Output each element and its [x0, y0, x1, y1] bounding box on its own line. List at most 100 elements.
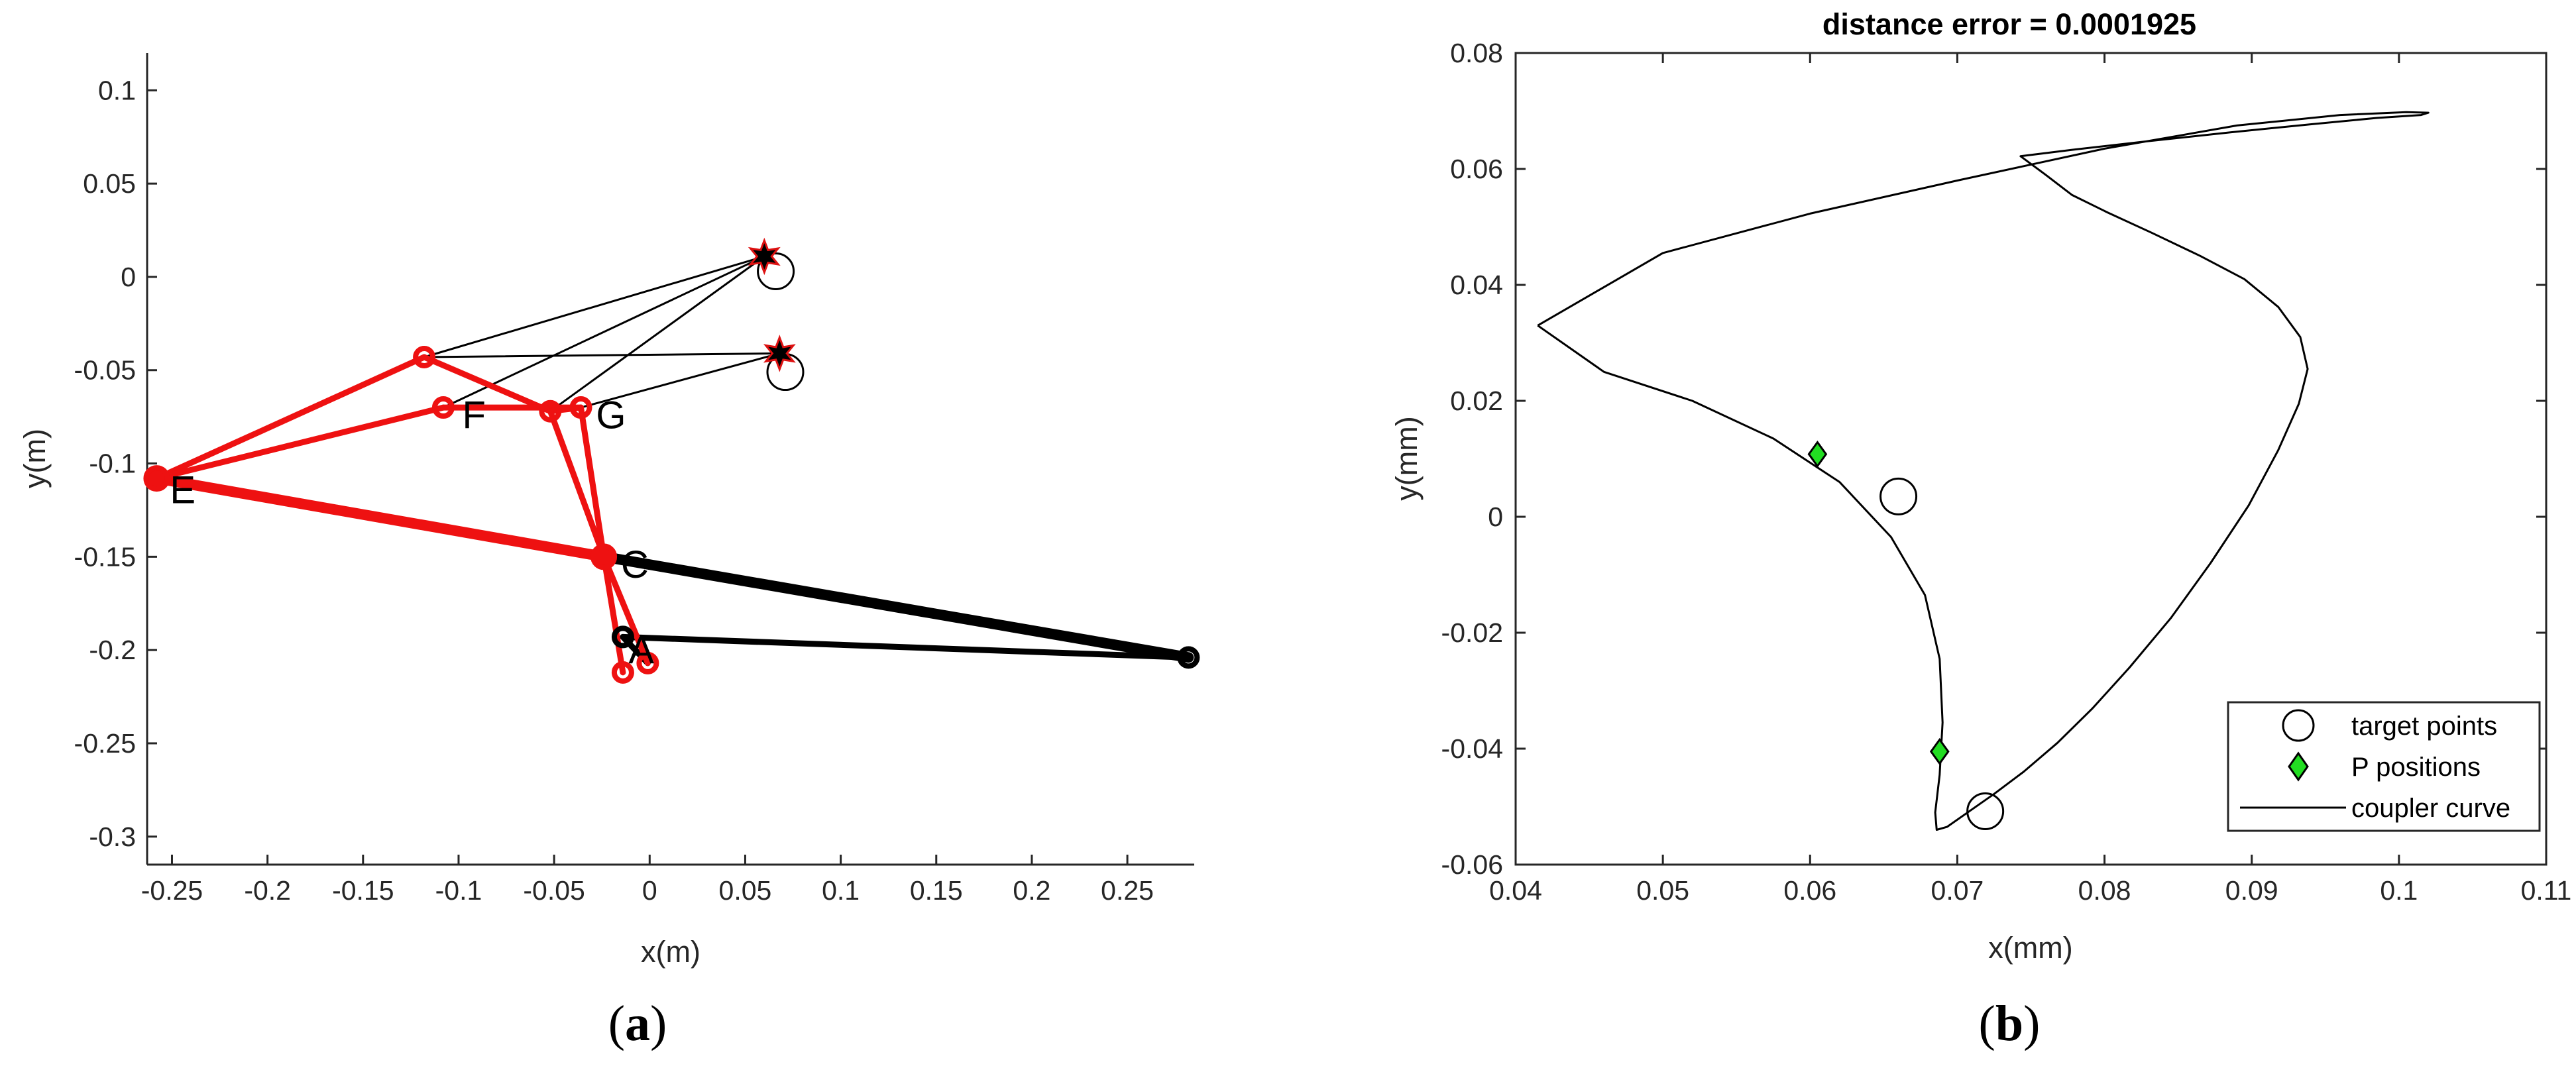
panel-a-x-tick-label-4: -0.05	[523, 875, 585, 906]
panel-b-p-position-1	[1929, 737, 1950, 765]
panel-a-link-17	[600, 553, 651, 666]
panel-a-joint-4	[569, 396, 592, 419]
panel-a-star-marker-0	[748, 237, 781, 276]
panel-b-y-tick-label-5: -0.02	[1441, 617, 1503, 648]
panel-a-x-ticks: -0.25 -0.2 -0.15 -0.1 -0.05 0 0.05 0.1 0.15 0.2 0.…	[141, 855, 1154, 906]
panel-a-link-8	[151, 473, 610, 562]
panel-a-link-16	[600, 553, 626, 676]
panel-a-x-tick-label-2: -0.15	[332, 875, 394, 906]
panel-a-marker-group	[143, 237, 1200, 684]
panel-b-series-group	[1537, 111, 2430, 831]
panel-a-link-5	[598, 551, 1194, 663]
panel-a-y-ticks: 0.1 0.05 0 -0.05 -0.1 -0.15 -0.2 -0.25 -0.3	[74, 75, 157, 852]
panel-a-joint-8	[611, 625, 634, 649]
panel-b-y-tick-label-3: 0.02	[1450, 386, 1503, 416]
panel-a-y-tick-label-0: 0.1	[98, 75, 136, 105]
panel-a-series-group	[151, 255, 1194, 676]
panel-b-x-tick-label-5: 0.09	[2225, 875, 2278, 906]
panel-a-x-tick-label-7: 0.1	[822, 875, 860, 906]
panel-b-y-tick-label-2: 0.04	[1450, 270, 1503, 300]
panel-b-chart: 0.04 0.05 0.06 0.07 0.08 0.09 0.1 0.11 0.08 0.06…	[1390, 7, 2571, 1051]
panel-a-point-labels: E F G CA	[170, 394, 654, 672]
panel-b-y-tick-label-4: 0	[1488, 502, 1503, 532]
panel-a-star-marker-1	[763, 335, 796, 372]
panel-b-label-open-paren: (	[1979, 996, 1995, 1051]
panel-b-label-letter: b	[1995, 996, 2023, 1051]
panel-b-x-tick-label-7: 0.11	[2521, 875, 2572, 906]
panel-a-x-tick-label-0: -0.25	[141, 875, 203, 906]
panel-b-target-point-0	[1879, 477, 1918, 515]
panel-a-link-6	[620, 633, 1192, 661]
panel-a-joint-0	[143, 465, 170, 492]
panel-b-marker-group	[1807, 440, 2005, 830]
panel-b-p-position-0	[1807, 440, 1828, 468]
panel-a-y-tick-label-5: -0.15	[74, 541, 136, 572]
panel-a-link-13	[547, 404, 584, 415]
panel-a-link-15	[578, 404, 607, 560]
panel-a-link-11	[421, 354, 553, 415]
panel-a-x-tick-label-1: -0.2	[244, 875, 291, 906]
legend-p-positions-label: P positions	[2351, 753, 2481, 782]
panel-a-joint-2	[431, 396, 455, 419]
panel-b-x-tick-label-6: 0.1	[2380, 875, 2418, 906]
panel-a-link-14	[547, 408, 607, 560]
panel-b-y-tick-label-7: -0.06	[1441, 849, 1503, 880]
panel-a-y-tick-label-1: 0.05	[83, 168, 136, 199]
panel-b-x-axis-label: x(mm)	[1988, 931, 2072, 965]
panel-a-point-label-A: A	[628, 629, 654, 672]
panel-a-link-1	[423, 352, 781, 358]
panel-a-joint-3	[539, 400, 562, 423]
panel-b-title: distance error = 0.0001925	[1822, 7, 2196, 41]
panel-b-y-ticks: 0.08 0.06 0.04 0.02 0 -0.02 -0.04 -0.06	[1441, 38, 2546, 880]
panel-b-y-tick-label-6: -0.04	[1441, 733, 1503, 764]
panel-a-joint-7	[636, 651, 659, 674]
panel-b-x-tick-label-3: 0.07	[1931, 875, 1984, 906]
panel-a-label-open-paren: (	[608, 996, 625, 1051]
panel-a-y-tick-label-7: -0.25	[74, 728, 136, 759]
panel-a-y-tick-label-4: -0.1	[89, 449, 136, 479]
panel-a-y-tick-label-6: -0.2	[89, 635, 136, 665]
panel-b-label-close-paren: )	[2023, 996, 2040, 1051]
legend-target-points-marker	[2282, 709, 2315, 742]
panel-a-point-label-F: F	[463, 394, 486, 437]
legend-p-positions-marker	[2288, 751, 2309, 782]
panel-a-x-tick-label-9: 0.2	[1013, 875, 1050, 906]
panel-a-link-2	[442, 255, 765, 409]
panel-b-x-tick-label-2: 0.06	[1783, 875, 1836, 906]
panel-a-x-tick-label-3: -0.1	[435, 875, 482, 906]
panel-a-label-letter: a	[625, 996, 650, 1051]
panel-a-joint-1	[413, 346, 436, 369]
panel-a-link-3	[549, 255, 765, 413]
panel-a-chart: -0.25 -0.2 -0.15 -0.1 -0.05 0 0.05 0.1 0.15 0.2 0.…	[18, 53, 1200, 1051]
panel-b-target-point-1	[1966, 792, 2005, 830]
panel-b-legend: target points P positions coupler curve	[2227, 701, 2541, 832]
panel-a-x-tick-label-6: 0.05	[719, 875, 772, 906]
panel-a-link-4	[580, 352, 781, 409]
panel-a-x-tick-label-10: 0.25	[1101, 875, 1154, 906]
panel-a-point-label-C: C	[621, 543, 649, 586]
panel-a-link-9	[153, 354, 427, 482]
panel-b-x-ticks: 0.04 0.05 0.06 0.07 0.08 0.09 0.1 0.11	[1489, 53, 2571, 906]
panel-b-x-tick-label-0: 0.04	[1489, 875, 1542, 906]
legend-box	[2227, 701, 2541, 832]
panel-b-panel-label: (b)	[1979, 996, 2041, 1051]
panel-a-panel-label: (a)	[608, 996, 667, 1051]
panel-a-axes-box	[147, 53, 1194, 865]
panel-a-link-0	[423, 255, 765, 358]
panel-a-y-tick-label-3: -0.05	[74, 355, 136, 386]
panel-a-point-label-G: G	[596, 394, 626, 437]
panel-b-y-tick-label-0: 0.08	[1450, 38, 1503, 68]
panel-a-x-tick-label-8: 0.15	[910, 875, 963, 906]
panel-a-x-axis-label: x(m)	[641, 935, 700, 969]
panel-b-y-axis-label: y(mm)	[1390, 416, 1424, 500]
panel-a-joint-5	[590, 543, 618, 570]
panel-a-y-tick-label-8: -0.3	[89, 822, 136, 852]
panel-b-x-tick-label-4: 0.08	[2078, 875, 2131, 906]
panel-a-link-10	[153, 404, 447, 482]
panel-a-point-label-E: E	[170, 468, 196, 511]
panel-a-label-close-paren: )	[650, 996, 667, 1051]
panel-b-y-tick-label-1: 0.06	[1450, 154, 1503, 184]
panel-a-joint-6	[611, 661, 634, 684]
legend-coupler-curve-label: coupler curve	[2351, 794, 2510, 823]
